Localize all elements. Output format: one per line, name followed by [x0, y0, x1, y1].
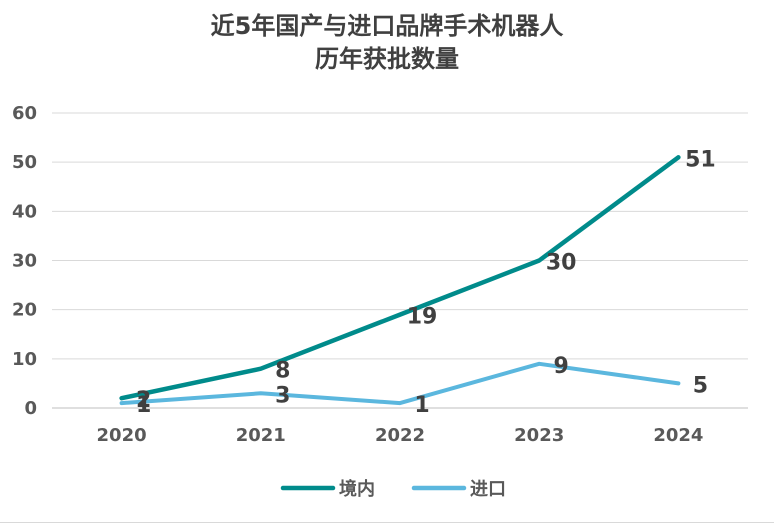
- data-label: 8: [275, 359, 290, 384]
- series-line-1: [119, 155, 681, 401]
- x-tick-label: 2022: [375, 425, 425, 446]
- x-tick-label: 2023: [514, 425, 564, 446]
- data-label: 9: [554, 354, 569, 379]
- y-tick-label: 10: [12, 349, 37, 370]
- x-tick-label: 2021: [236, 425, 286, 446]
- data-label: 19: [407, 305, 438, 330]
- legend-label-2: 进口: [470, 479, 506, 500]
- data-label: 1: [414, 393, 429, 418]
- y-tick-label: 0: [24, 398, 37, 419]
- y-tick-label: 40: [12, 201, 37, 222]
- y-tick-label: 20: [12, 300, 37, 321]
- y-tick-label: 60: [12, 103, 37, 124]
- legend-label-1: 境内: [339, 478, 375, 500]
- data-label: 2: [136, 388, 151, 413]
- data-label: 1: [136, 393, 151, 418]
- y-tick-label: 50: [12, 152, 37, 173]
- data-label: 3: [275, 383, 290, 408]
- x-tick-label: 2024: [653, 425, 703, 446]
- data-label: 51: [685, 147, 716, 172]
- chart-title: 近5年国产与进口品牌手术机器人 历年获批数量: [0, 10, 774, 76]
- chart-title-line2: 历年获批数量: [315, 45, 459, 73]
- x-tick-label: 2020: [97, 425, 147, 446]
- data-label: 30: [546, 251, 577, 276]
- y-tick-label: 30: [12, 251, 37, 272]
- data-label: 5: [693, 373, 708, 398]
- chart-title-line1: 近5年国产与进口品牌手术机器人: [210, 12, 564, 40]
- series-line-2: [119, 361, 681, 406]
